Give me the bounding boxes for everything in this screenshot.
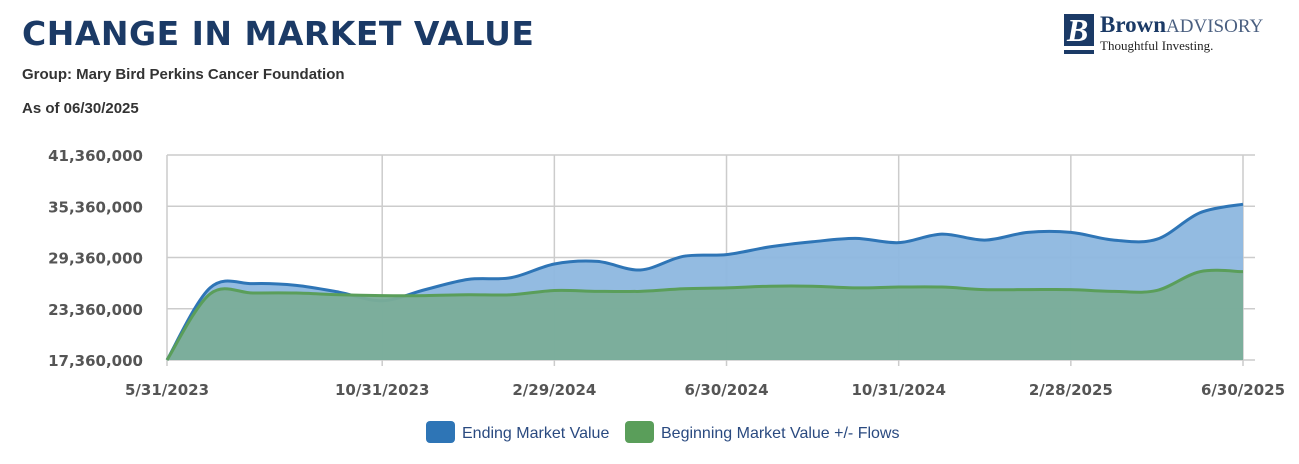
logo-wordmark: BrownADVISORY (1100, 12, 1264, 37)
x-tick-label: 2/29/2024 (512, 381, 596, 399)
brand-logo: B BrownADVISORY Thoughtful Investing. (1064, 12, 1289, 58)
x-tick-label: 6/30/2024 (685, 381, 769, 399)
logo-mark-icon: B (1064, 12, 1094, 48)
y-tick-label: 17,360,000 (48, 352, 143, 370)
legend-label-ending: Ending Market Value (462, 425, 609, 442)
x-tick-label: 6/30/2025 (1201, 381, 1285, 399)
page-title: CHANGE IN MARKET VALUE (22, 14, 535, 53)
y-tick-label: 41,360,000 (48, 147, 143, 165)
group-label: Group: Mary Bird Perkins Cancer Foundati… (22, 66, 345, 83)
logo-underline (1064, 50, 1094, 54)
beginning-market-value-line (165, 268, 1244, 361)
x-tick-label: 2/28/2025 (1029, 381, 1113, 399)
y-tick-label: 29,360,000 (48, 250, 143, 268)
legend-label-beginning: Beginning Market Value +/- Flows (661, 425, 899, 442)
y-tick-label: 35,360,000 (48, 198, 143, 216)
y-tick-label: 23,360,000 (48, 301, 143, 319)
as-of-date: As of 06/30/2025 (22, 100, 139, 117)
x-tick-label: 5/31/2023 (125, 381, 209, 399)
x-tick-label: 10/31/2024 (851, 381, 945, 399)
beginning-market-value-area (167, 270, 1243, 360)
x-tick-label: 10/31/2023 (335, 381, 429, 399)
legend-swatch-ending (426, 421, 455, 443)
logo-tagline: Thoughtful Investing. (1100, 38, 1214, 53)
legend-swatch-beginning (625, 421, 654, 443)
